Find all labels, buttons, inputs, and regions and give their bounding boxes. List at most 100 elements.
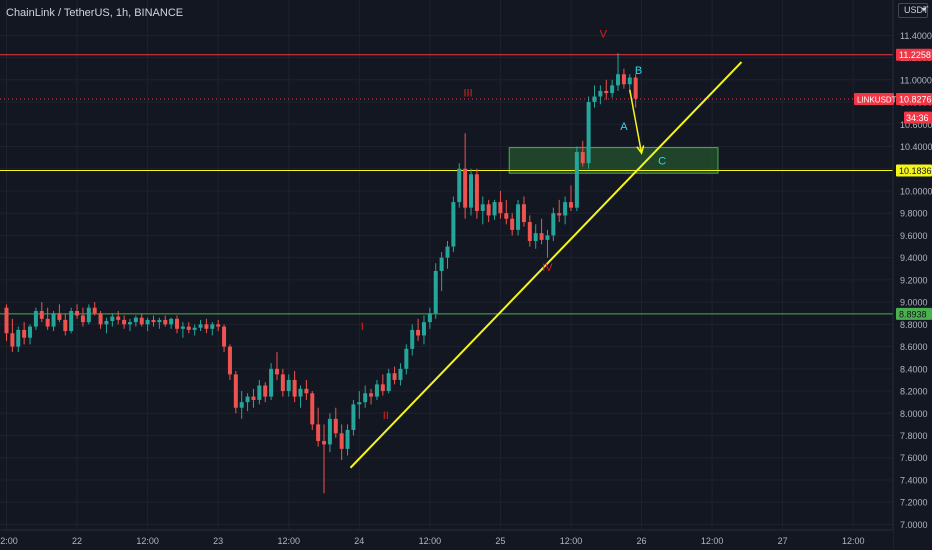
candle-body[interactable] — [75, 311, 80, 316]
candle-body[interactable] — [363, 393, 368, 403]
candle-body[interactable] — [627, 77, 632, 85]
candle-body[interactable] — [251, 396, 256, 400]
candle-body[interactable] — [480, 204, 485, 211]
candle-body[interactable] — [169, 318, 174, 325]
candle-body[interactable] — [439, 257, 444, 271]
candle-body[interactable] — [292, 379, 297, 397]
candle-body[interactable] — [116, 316, 121, 320]
candle-body[interactable] — [28, 326, 33, 338]
candle-body[interactable] — [586, 102, 591, 164]
candle-body[interactable] — [427, 313, 432, 323]
candle-body[interactable] — [127, 322, 132, 325]
currency-selector[interactable]: USDT ▾ — [898, 3, 929, 18]
candle-body[interactable] — [545, 235, 550, 240]
candle-body[interactable] — [180, 326, 185, 329]
candle-body[interactable] — [504, 213, 509, 219]
candle-body[interactable] — [510, 218, 515, 230]
candle-body[interactable] — [457, 168, 462, 203]
candle-body[interactable] — [298, 388, 303, 397]
candle-body[interactable] — [216, 324, 221, 327]
candle-body[interactable] — [421, 322, 426, 336]
trendline[interactable] — [349, 61, 743, 469]
candle-body[interactable] — [133, 317, 138, 323]
candle-body[interactable] — [592, 96, 597, 103]
candle-body[interactable] — [327, 418, 332, 445]
candle-body[interactable] — [404, 348, 409, 369]
candle-body[interactable] — [63, 319, 68, 332]
candle-body[interactable] — [551, 213, 556, 236]
candle-body[interactable] — [239, 402, 244, 408]
candle-body[interactable] — [16, 329, 21, 347]
candle-body[interactable] — [351, 404, 356, 430]
candle-body[interactable] — [151, 319, 156, 323]
candle-body[interactable] — [210, 324, 215, 329]
candle-body[interactable] — [186, 326, 191, 330]
candle-body[interactable] — [333, 418, 338, 434]
candle-body[interactable] — [492, 202, 497, 216]
candle-body[interactable] — [86, 307, 91, 323]
candle-body[interactable] — [245, 396, 250, 403]
candle-body[interactable] — [398, 368, 403, 380]
candle-body[interactable] — [357, 402, 362, 405]
candle-body[interactable] — [22, 329, 27, 338]
candle-body[interactable] — [204, 324, 209, 329]
candle-body[interactable] — [122, 319, 127, 325]
candle-body[interactable] — [568, 202, 573, 208]
candle-body[interactable] — [4, 307, 9, 334]
candle-body[interactable] — [469, 174, 474, 208]
symbol-title[interactable]: ChainLink / TetherUS, 1h, BINANCE — [6, 7, 184, 19]
candle-body[interactable] — [498, 202, 503, 214]
candle-body[interactable] — [110, 316, 115, 322]
candle-body[interactable] — [533, 233, 538, 241]
candle-body[interactable] — [145, 319, 150, 325]
candle-body[interactable] — [345, 429, 350, 449]
candle-body[interactable] — [527, 222, 532, 241]
candle-body[interactable] — [463, 168, 468, 208]
candle-body[interactable] — [104, 321, 109, 325]
candle-body[interactable] — [304, 388, 309, 394]
candle-body[interactable] — [539, 233, 544, 240]
candle-body[interactable] — [433, 270, 438, 314]
candle-body[interactable] — [269, 368, 274, 397]
candle-body[interactable] — [386, 373, 391, 392]
candle-body[interactable] — [310, 393, 315, 425]
candle-body[interactable] — [521, 204, 526, 223]
candle-body[interactable] — [139, 317, 144, 325]
candle-body[interactable] — [198, 324, 203, 328]
candle-body[interactable] — [92, 307, 97, 314]
candle-body[interactable] — [222, 326, 227, 347]
candle-body[interactable] — [280, 374, 285, 392]
candle-body[interactable] — [157, 319, 162, 323]
candle-body[interactable] — [316, 424, 321, 442]
candle-body[interactable] — [98, 313, 103, 325]
candle-body[interactable] — [486, 204, 491, 216]
candle-body[interactable] — [416, 329, 421, 336]
candle-body[interactable] — [580, 152, 585, 164]
candle-body[interactable] — [380, 384, 385, 392]
candle-body[interactable] — [39, 311, 44, 319]
candle-body[interactable] — [175, 318, 180, 329]
candle-body[interactable] — [374, 384, 379, 397]
candle-body[interactable] — [286, 379, 291, 392]
candle-body[interactable] — [339, 433, 344, 449]
candle-body[interactable] — [557, 213, 562, 216]
candle-body[interactable] — [69, 311, 74, 332]
candle-body[interactable] — [163, 319, 168, 325]
candle-body[interactable] — [10, 333, 15, 347]
candle-body[interactable] — [474, 174, 479, 211]
candle-body[interactable] — [369, 393, 374, 397]
arrow-line[interactable] — [629, 89, 643, 154]
support-zone[interactable] — [508, 147, 719, 174]
candle-body[interactable] — [392, 373, 397, 380]
candle-body[interactable] — [45, 318, 50, 327]
candle-body[interactable] — [233, 374, 238, 408]
candle-body[interactable] — [322, 441, 327, 445]
candle-body[interactable] — [451, 202, 456, 247]
candle-body[interactable] — [610, 85, 615, 94]
candle-body[interactable] — [633, 77, 638, 99]
candle-body[interactable] — [80, 315, 85, 323]
candle-body[interactable] — [257, 385, 262, 400]
candle-body[interactable] — [516, 204, 521, 230]
candle-body[interactable] — [57, 313, 62, 320]
